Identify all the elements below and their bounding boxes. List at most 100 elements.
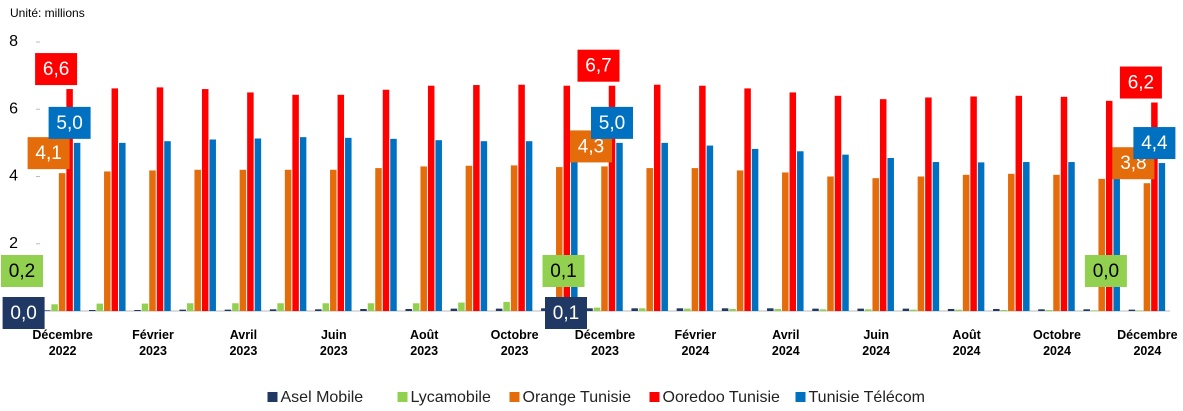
bar: [73, 142, 81, 311]
bar: [156, 87, 164, 311]
bar: [412, 303, 420, 311]
x-tick-label: Août 2023: [409, 328, 439, 358]
bar: [420, 166, 427, 311]
y-tick-label: 2: [9, 235, 18, 252]
x-tick-label: Février 2024: [674, 328, 717, 358]
bar: [676, 308, 684, 311]
x-tick-label: Octobre 2024: [1033, 328, 1081, 358]
data-label-box: [1084, 255, 1127, 287]
legend-swatch: [649, 392, 660, 402]
bar: [194, 169, 201, 311]
bar: [435, 140, 442, 311]
bar: [601, 166, 608, 311]
data-label-box: [27, 137, 70, 170]
legend-label: Lycamobile: [411, 389, 491, 406]
bar: [201, 89, 209, 311]
bar: [947, 308, 955, 311]
bar: [646, 168, 653, 311]
bar: [774, 308, 782, 311]
bar: [405, 308, 412, 311]
bar: [473, 85, 480, 311]
bar: [872, 178, 879, 311]
bar: [58, 173, 66, 311]
bar: [586, 308, 593, 311]
bar: [827, 176, 834, 311]
legend-label: Ooredoo Tunisie: [663, 389, 781, 406]
bar: [1105, 100, 1113, 311]
bar: [887, 158, 894, 311]
bar: [1023, 162, 1030, 311]
bar: [89, 309, 96, 311]
bar: [224, 309, 232, 311]
data-label-box: [1133, 127, 1176, 160]
data-label: 4,3: [578, 136, 604, 157]
bar: [322, 303, 330, 311]
data-label-box: [48, 106, 91, 139]
bar: [782, 172, 789, 311]
bar: [842, 154, 849, 311]
bar: [902, 308, 910, 311]
chart-subtitle: Unité: millions: [10, 6, 85, 20]
bar: [962, 174, 970, 311]
bar: [706, 145, 714, 311]
bar: [616, 142, 623, 311]
data-label: 0,0: [10, 303, 36, 324]
bar: [104, 171, 111, 311]
x-tick-label: Février 2023: [132, 328, 174, 358]
bar: [691, 168, 699, 311]
bar: [43, 310, 51, 311]
y-tick-label: 8: [9, 33, 18, 50]
bar: [111, 88, 119, 311]
bar: [631, 308, 638, 311]
bar: [510, 165, 518, 311]
data-label: 6,2: [1128, 73, 1154, 94]
data-label: 4,1: [35, 143, 61, 164]
bar: [857, 308, 864, 311]
bar: [51, 304, 58, 311]
bar: [518, 84, 525, 311]
data-label: 6,6: [43, 59, 69, 80]
legend-label: Tunisie Télécom: [809, 389, 926, 406]
bar: [525, 141, 533, 311]
bar: [1038, 309, 1045, 311]
bar: [789, 92, 797, 311]
bar: [1158, 163, 1166, 311]
bar: [917, 176, 925, 311]
bar: [96, 303, 104, 311]
data-label-box: [577, 49, 620, 82]
bar: [661, 142, 668, 311]
bar: [480, 141, 488, 311]
bar: [330, 169, 337, 311]
bar: [744, 88, 751, 311]
legend-swatch: [397, 392, 408, 402]
bar: [458, 302, 465, 311]
legend-label: Asel Mobile: [281, 389, 364, 406]
bar: [1060, 96, 1068, 311]
bar: [736, 170, 744, 311]
bar: [284, 169, 292, 311]
bar: [232, 303, 239, 311]
bar: [247, 92, 254, 311]
bar: [1008, 173, 1015, 311]
bar: [1151, 102, 1158, 312]
bar: [134, 309, 141, 311]
bar: [955, 309, 962, 311]
legend-swatch: [267, 392, 278, 402]
bar: [699, 85, 706, 312]
x-tick-label: Juin 2024: [862, 328, 891, 358]
x-tick-label: Avril 2024: [771, 328, 800, 358]
x-tick-label: Décembre 2023: [574, 328, 636, 358]
data-label-box: [1119, 66, 1162, 99]
legend-swatch: [509, 392, 520, 402]
bar: [1045, 309, 1053, 311]
x-tick-label: Octobre 2023: [490, 328, 539, 358]
bar: [179, 309, 186, 311]
bar: [239, 169, 247, 311]
bar: [1098, 178, 1105, 311]
data-label: 0,1: [550, 261, 576, 282]
data-label: 0,0: [1093, 261, 1119, 282]
bar: [503, 301, 510, 311]
bar: [382, 89, 390, 311]
bar: [1090, 310, 1098, 311]
bar: [638, 308, 646, 311]
